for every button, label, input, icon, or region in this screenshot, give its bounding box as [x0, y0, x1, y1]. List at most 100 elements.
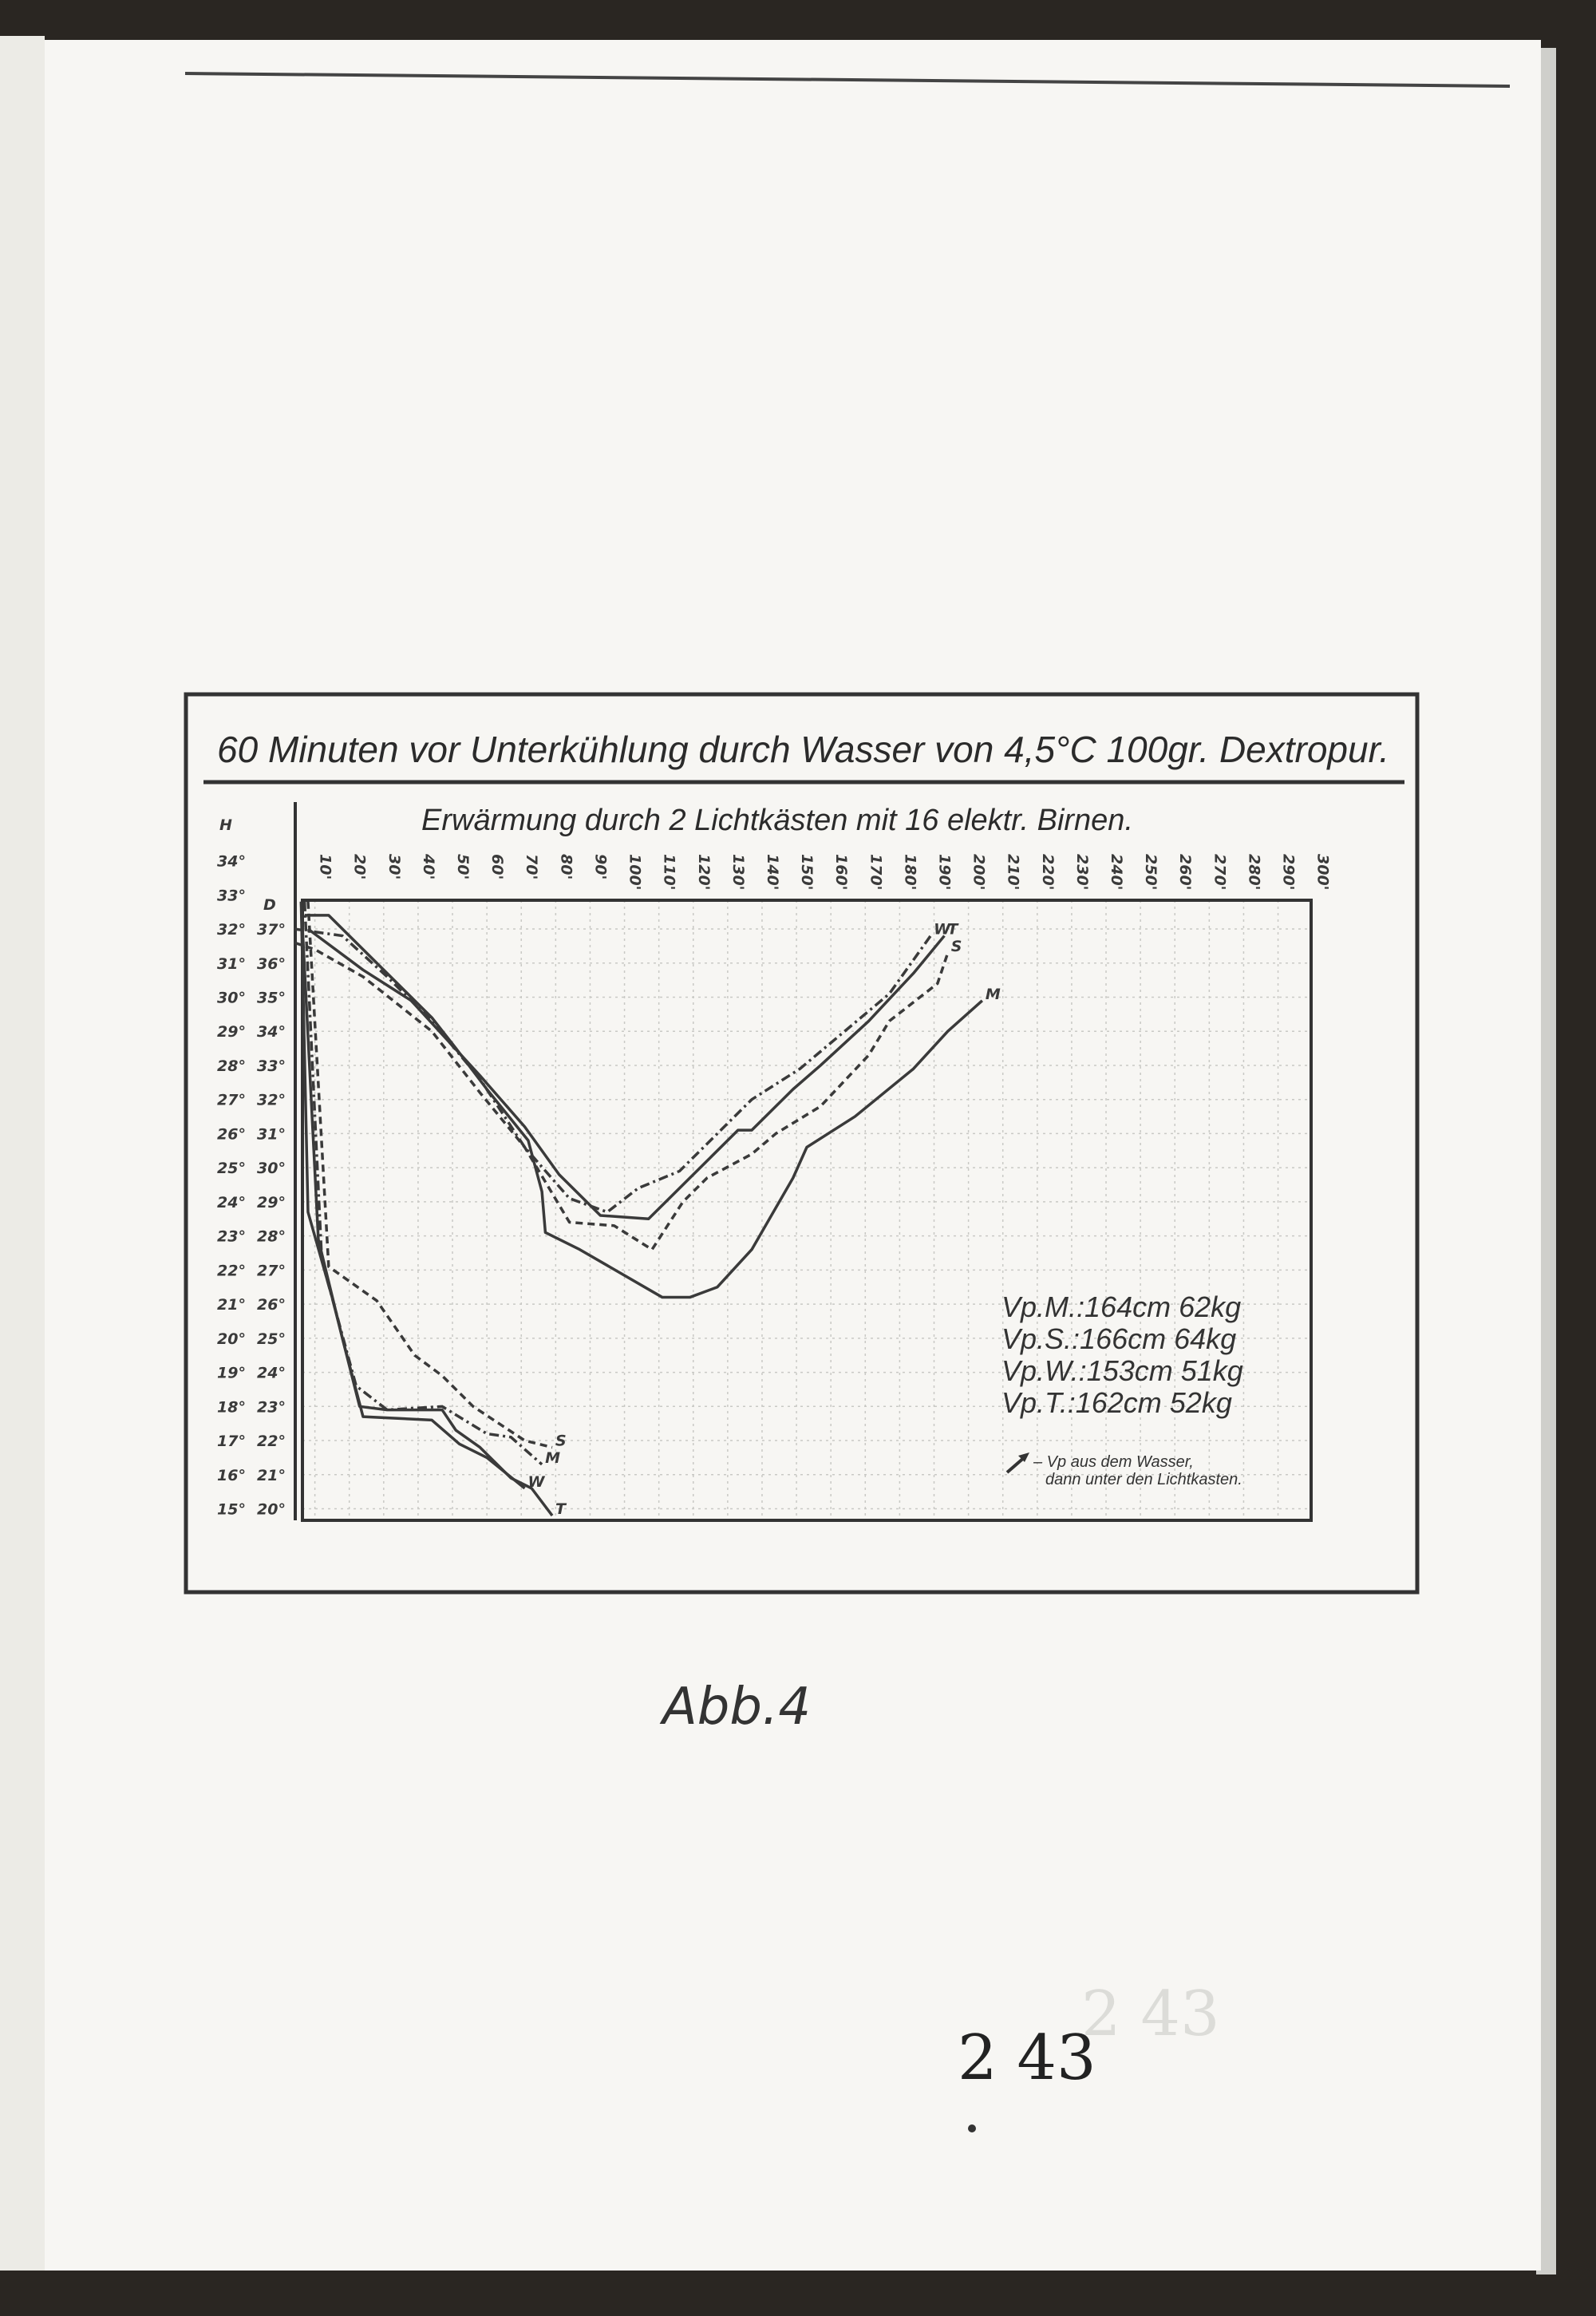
y-tick-label-h: 22° [217, 1262, 246, 1279]
y-tick-label-h: 17° [217, 1433, 246, 1450]
x-tick-label: 130' [729, 854, 747, 890]
legend-entry-t: Vp.T.:162cm 52kg [1001, 1386, 1232, 1419]
x-tick-label: 170' [867, 854, 884, 890]
y-tick-label-d: 34° [257, 1023, 286, 1041]
y-tick-label-h: 34° [217, 853, 246, 871]
y-tick-label-d: 28° [257, 1228, 286, 1246]
x-tick-label: 270' [1211, 854, 1228, 890]
series-line-s-d [294, 941, 950, 1251]
figure-caption: Abb.4 [659, 1678, 811, 1737]
x-tick-label: 300' [1314, 854, 1332, 890]
x-tick-label: 190' [935, 854, 953, 890]
y-tick-label-h: 32° [217, 921, 246, 939]
x-tick-labels: 10' 20' 30' 40' 50' 60' 70' 80' 90' 100' 110' 120' 1… [317, 853, 1332, 890]
x-tick-label: 100' [626, 854, 644, 890]
page-number: 2 43 [958, 2022, 1096, 2094]
y-tick-label-d: 25° [257, 1330, 286, 1348]
y-tick-label-d: 37° [257, 921, 286, 939]
x-tick-label: 220' [1039, 854, 1057, 890]
y-tick-label-h: 27° [217, 1092, 246, 1109]
page-paper [45, 40, 1541, 2271]
dot-mark [968, 2124, 976, 2132]
y-tick-label-h: 24° [217, 1194, 246, 1211]
chart-subtitle: Erwärmung durch 2 Lichtkästen mit 16 ele… [421, 804, 1133, 837]
series-line-w-d [294, 927, 932, 1214]
y-tick-label-d: 27° [257, 1262, 286, 1279]
legend-entry-m: Vp.M.:164cm 62kg [1001, 1290, 1241, 1323]
legend-entry-s: Vp.S.:166cm 64kg [1001, 1322, 1236, 1355]
y-tick-label-h: 16° [217, 1467, 246, 1484]
x-tick-label: 110' [661, 854, 678, 890]
x-tick-label: 200' [970, 854, 988, 890]
y-tick-label-d: 24° [257, 1365, 286, 1382]
y-tick-label-h: 25° [217, 1160, 246, 1177]
y-tick-labels: 34° 33° 32° 31° 30° 29° 28° 27° 26° 25° 24° 23° 22° 2… [217, 853, 286, 1519]
y-tick-label-h: 21° [217, 1296, 246, 1314]
series-end-label: M [545, 1449, 560, 1467]
legend-note-line2: dann unter den Lichtkasten. [1045, 1471, 1242, 1488]
previous-page-edge [0, 36, 45, 2271]
x-tick-label: 140' [764, 854, 781, 890]
x-tick-label: 180' [901, 854, 918, 890]
y-tick-label-d: 30° [257, 1160, 286, 1177]
y-tick-label-h: 23° [217, 1228, 246, 1246]
plot-area [301, 899, 1313, 1522]
x-tick-label: 260' [1176, 854, 1194, 890]
y-tick-label-h: 28° [217, 1057, 246, 1075]
y-tick-label-d: 35° [257, 989, 286, 1006]
legend: Vp.M.:164cm 62kg Vp.S.:166cm 64kg Vp.W.:… [1001, 1290, 1243, 1488]
y-tick-label-d: 20° [257, 1501, 286, 1519]
y-tick-label-h: 26° [217, 1125, 246, 1143]
series-line-m-h [302, 901, 543, 1466]
x-tick-label: 70' [523, 854, 540, 879]
x-tick-label: 120' [695, 854, 713, 890]
y-tick-label-d: 31° [257, 1125, 286, 1143]
y-tick-label-d: 29° [257, 1194, 286, 1211]
series-end-label: S [555, 1433, 567, 1450]
y-tick-label-h: 18° [217, 1398, 246, 1416]
y-tick-label-d: 22° [257, 1433, 286, 1450]
top-rule [184, 72, 1511, 88]
y-tick-label-h: 29° [217, 1023, 246, 1041]
x-tick-label: 80' [557, 854, 575, 879]
series-end-label: T [555, 1500, 567, 1518]
x-tick-label: 20' [351, 854, 369, 879]
y-tick-label-h: 31° [217, 955, 246, 973]
x-tick-label: 230' [1073, 854, 1091, 890]
arrow-icon [1005, 1452, 1029, 1474]
chart-frame [184, 692, 1420, 1595]
y-tick-label-h: 33° [217, 887, 246, 904]
legend-note-line1: – Vp aus dem Wasser, [1033, 1453, 1194, 1471]
y-tick-label-d: 23° [257, 1398, 286, 1416]
y-tick-label-d: 33° [257, 1057, 286, 1075]
x-tick-label: 90' [591, 854, 609, 879]
chart-title: 60 Minuten vor Unterkühlung durch Wasser… [217, 729, 1389, 770]
y-tick-label-d: 32° [257, 1092, 286, 1109]
chart: 60 Minuten vor Unterkühlung durch Wasser… [184, 692, 1420, 1595]
x-tick-label: 50' [454, 854, 472, 879]
y-tick-label-h: 19° [217, 1365, 246, 1382]
x-tick-label: 160' [832, 854, 850, 890]
series-end-label: T [947, 921, 959, 939]
series-line-t-d [306, 927, 946, 1221]
y-tick-label-d: 36° [257, 955, 286, 973]
y-tick-label-d: 21° [257, 1467, 286, 1484]
x-tick-label: 240' [1108, 854, 1125, 890]
x-tick-label: 290' [1280, 854, 1298, 890]
y-tick-label-h: 20° [217, 1330, 246, 1348]
legend-entry-w: Vp.W.:153cm 51kg [1001, 1354, 1243, 1387]
x-tick-label: 150' [798, 854, 816, 890]
x-tick-label: 10' [317, 854, 334, 879]
x-tick-label: 280' [1245, 854, 1262, 890]
y-tick-label-h: 30° [217, 989, 246, 1006]
stamp-number: 2 43 [1081, 1978, 1220, 2050]
series-end-label: S [951, 938, 962, 955]
x-tick-label: 30' [385, 854, 403, 879]
y-axis-label-h: H [219, 816, 232, 834]
y-axis-label-d: D [263, 896, 276, 914]
x-tick-label: 250' [1142, 854, 1159, 890]
y-tick-label-h: 15° [217, 1501, 246, 1519]
x-tick-label: 40' [420, 853, 437, 879]
